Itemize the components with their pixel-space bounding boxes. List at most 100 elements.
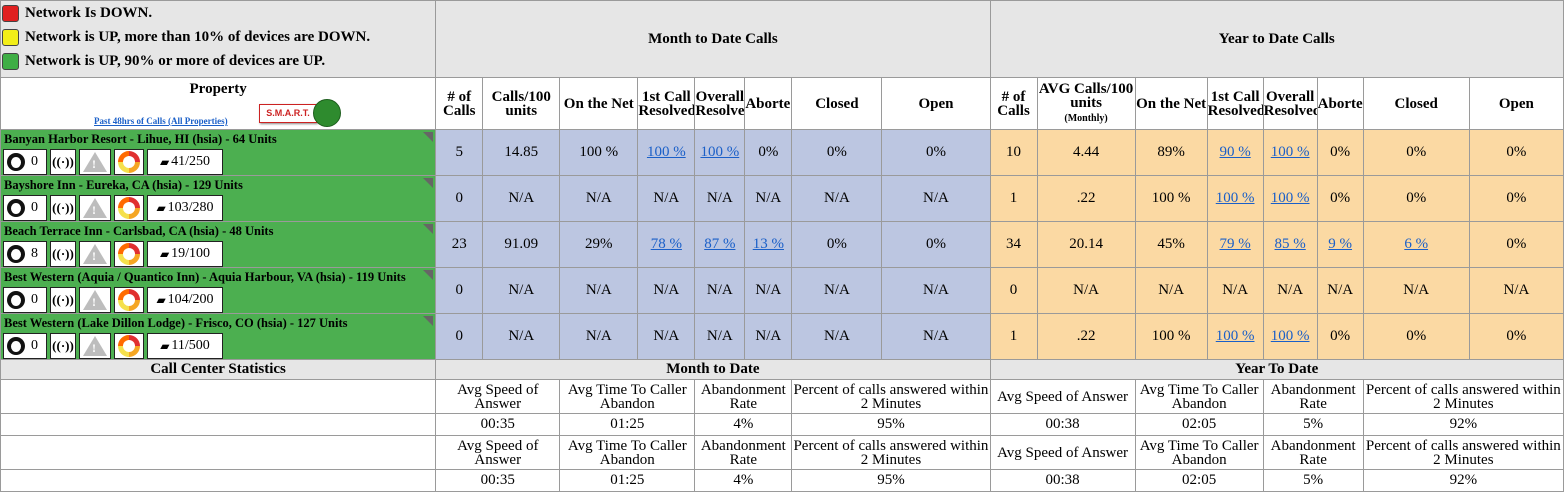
mtd-value: 0% [826, 144, 847, 160]
ytd-cell: 34 [989, 221, 1038, 268]
device-icons: 0 ((·))! ▰ 104/200 [2, 287, 435, 313]
ytd-value: 0% [1406, 328, 1427, 344]
mtd-cell: N/A [694, 267, 746, 314]
ytd-value-link[interactable]: 100 % [1270, 328, 1310, 344]
device-icon: ▰ [156, 200, 166, 215]
devices-box[interactable]: ▰ 41/250 [147, 149, 223, 175]
gauge-icon[interactable] [114, 149, 144, 175]
warning-icon[interactable]: ! [79, 195, 111, 221]
stats-ytd-header: Avg Time To Caller Abandon [1134, 435, 1264, 470]
gauge-icon[interactable] [114, 195, 144, 221]
mtd-cell: N/A [694, 313, 746, 360]
mtd-value-link[interactable]: 13 % [752, 236, 784, 252]
past-48hrs-link[interactable]: Past 48hrs of Calls (All Properties) [94, 116, 228, 126]
property-cell[interactable]: Best Western (Lake Dillon Lodge) - Frisc… [0, 313, 437, 360]
ytd-value-link[interactable]: 90 % [1219, 144, 1251, 160]
warning-icon[interactable]: ! [79, 287, 111, 313]
ytd-value-link[interactable]: 100 % [1215, 190, 1255, 206]
gauge-icon[interactable] [114, 241, 144, 267]
expand-corner-icon[interactable] [423, 178, 434, 188]
ytd-value: N/A [1073, 282, 1099, 298]
ytd-cell: 90 % [1206, 129, 1264, 176]
gauge-icon[interactable] [114, 287, 144, 313]
ytd-value-link[interactable]: 9 % [1328, 236, 1353, 252]
property-name[interactable]: Bayshore Inn - Eureka, CA (hsia) - 129 U… [4, 178, 243, 192]
antenna-icon[interactable]: ((·)) [50, 195, 76, 221]
ytd-cell: 0% [1468, 175, 1564, 222]
ytd-value: 0% [1330, 144, 1351, 160]
antenna-icon[interactable]: ((·)) [50, 287, 76, 313]
ytd-value-link[interactable]: 6 % [1404, 236, 1429, 252]
monthly-note: (Monthly) [1064, 112, 1108, 124]
expand-corner-icon[interactable] [423, 316, 434, 326]
mtd-cell: 0 [435, 313, 484, 360]
devices-box[interactable]: ▰ 19/100 [147, 241, 223, 267]
property-cell[interactable]: Beach Terrace Inn - Carlsbad, CA (hsia) … [0, 221, 437, 268]
mtd-col-header: Aborted [744, 77, 793, 130]
devices-box[interactable]: ▰ 104/200 [147, 287, 223, 313]
mtd-value-link[interactable]: 78 % [650, 236, 682, 252]
warning-icon[interactable]: ! [79, 241, 111, 267]
ytd-value-link[interactable]: 85 % [1274, 236, 1306, 252]
stats-mtd-header: Avg Speed of Answer [435, 379, 561, 414]
property-cell[interactable]: Bayshore Inn - Eureka, CA (hsia) - 129 U… [0, 175, 437, 222]
mtd-col-header: On the Net [559, 77, 639, 130]
mtd-value-link[interactable]: 87 % [704, 236, 736, 252]
property-cell[interactable]: Banyan Harbor Resort - Lihue, HI (hsia) … [0, 129, 437, 176]
tickets-box[interactable]: 0 [3, 195, 47, 221]
ytd-col-header: Overall Resolved [1262, 77, 1318, 130]
property-name[interactable]: Best Western (Aquia / Quantico Inn) - Aq… [4, 270, 406, 284]
ytd-value: N/A [1222, 282, 1249, 298]
antenna-icon[interactable]: ((·)) [50, 149, 76, 175]
devices-box[interactable]: ▰ 11/500 [147, 333, 223, 359]
mtd-value: 0% [925, 144, 946, 160]
warning-icon[interactable]: ! [79, 333, 111, 359]
ytd-value: 89% [1157, 144, 1185, 160]
ytd-value-link[interactable]: 100 % [1215, 328, 1255, 344]
mtd-cell: 78 % [637, 221, 696, 268]
antenna-icon[interactable]: ((·)) [50, 333, 76, 359]
ytd-cell: 100 % [1262, 129, 1318, 176]
mtd-cell: N/A [559, 267, 639, 314]
property-row: Best Western (Aquia / Quantico Inn) - Aq… [0, 267, 1564, 314]
expand-corner-icon[interactable] [423, 132, 434, 142]
warning-icon[interactable]: ! [79, 149, 111, 175]
stats-ytd-value: 02:05 [1134, 469, 1264, 492]
ytd-cell: 100 % [1134, 175, 1208, 222]
property-cell[interactable]: Best Western (Aquia / Quantico Inn) - Aq… [0, 267, 437, 314]
mtd-value-link[interactable]: 100 % [646, 144, 686, 160]
gauge-icon[interactable] [114, 333, 144, 359]
mtd-cell: N/A [744, 267, 793, 314]
expand-corner-icon[interactable] [423, 270, 434, 280]
tickets-box[interactable]: 8 [3, 241, 47, 267]
devices-box[interactable]: ▰ 103/280 [147, 195, 223, 221]
mtd-value: N/A [653, 190, 680, 206]
mtd-cell: N/A [637, 175, 696, 222]
ytd-col-header-label: On the Net [1136, 95, 1207, 112]
ytd-value: N/A [1327, 282, 1354, 298]
antenna-icon[interactable]: ((·)) [50, 241, 76, 267]
property-name[interactable]: Banyan Harbor Resort - Lihue, HI (hsia) … [4, 132, 277, 146]
tickets-box[interactable]: 0 [3, 333, 47, 359]
expand-corner-icon[interactable] [423, 224, 434, 234]
ytd-value-link[interactable]: 100 % [1270, 144, 1310, 160]
ytd-value: 1 [1009, 190, 1018, 206]
mtd-cell: 0% [881, 221, 991, 268]
ytd-value-link[interactable]: 100 % [1270, 190, 1310, 206]
device-icon: ▰ [159, 246, 170, 261]
smart-logo[interactable]: S.M.A.R.T. [259, 98, 341, 128]
ytd-value: N/A [1277, 282, 1304, 298]
ytd-value: 100 % [1151, 190, 1191, 206]
tickets-box[interactable]: 0 [3, 149, 47, 175]
ytd-value-link[interactable]: 79 % [1219, 236, 1251, 252]
tickets-count: 0 [31, 154, 38, 169]
property-name[interactable]: Best Western (Lake Dillon Lodge) - Frisc… [4, 316, 348, 330]
ytd-cell: 79 % [1206, 221, 1264, 268]
mtd-cell: 13 % [744, 221, 793, 268]
mtd-value-link[interactable]: 100 % [700, 144, 740, 160]
tickets-box[interactable]: 0 [3, 287, 47, 313]
stats-ytd-value: 00:38 [989, 469, 1136, 492]
ytd-cell: 4.44 [1036, 129, 1136, 176]
ytd-value: N/A [1158, 282, 1185, 298]
property-name[interactable]: Beach Terrace Inn - Carlsbad, CA (hsia) … [4, 224, 274, 238]
